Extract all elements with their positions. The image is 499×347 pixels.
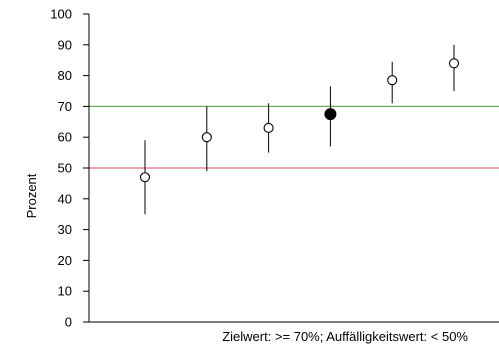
y-tick-label: 70 <box>58 99 72 114</box>
y-tick-label: 50 <box>58 161 72 176</box>
data-points <box>139 44 460 215</box>
y-ticks: 0 10 20 30 40 50 60 70 80 90 100 <box>50 7 89 330</box>
y-tick-label: 20 <box>58 253 72 268</box>
y-tick-label: 60 <box>58 130 72 145</box>
data-point <box>263 122 274 134</box>
y-tick-label: 40 <box>58 191 72 206</box>
reference-lines <box>89 105 499 169</box>
threshold-note: Zielwert: >= 70%; Auffälligkeitswert: < … <box>222 329 468 344</box>
y-tick-label: 10 <box>58 284 72 299</box>
y-axis-label: Prozent <box>24 173 39 218</box>
data-point <box>139 172 151 183</box>
data-point-highlighted <box>324 108 337 121</box>
y-tick-label: 0 <box>65 315 72 330</box>
y-tick-label: 30 <box>58 222 72 237</box>
data-point <box>201 132 212 143</box>
data-point <box>448 58 460 69</box>
y-tick-label: 80 <box>58 68 72 83</box>
data-point <box>387 75 398 86</box>
y-tick-label: 100 <box>50 7 72 22</box>
y-tick-label: 90 <box>58 37 72 52</box>
